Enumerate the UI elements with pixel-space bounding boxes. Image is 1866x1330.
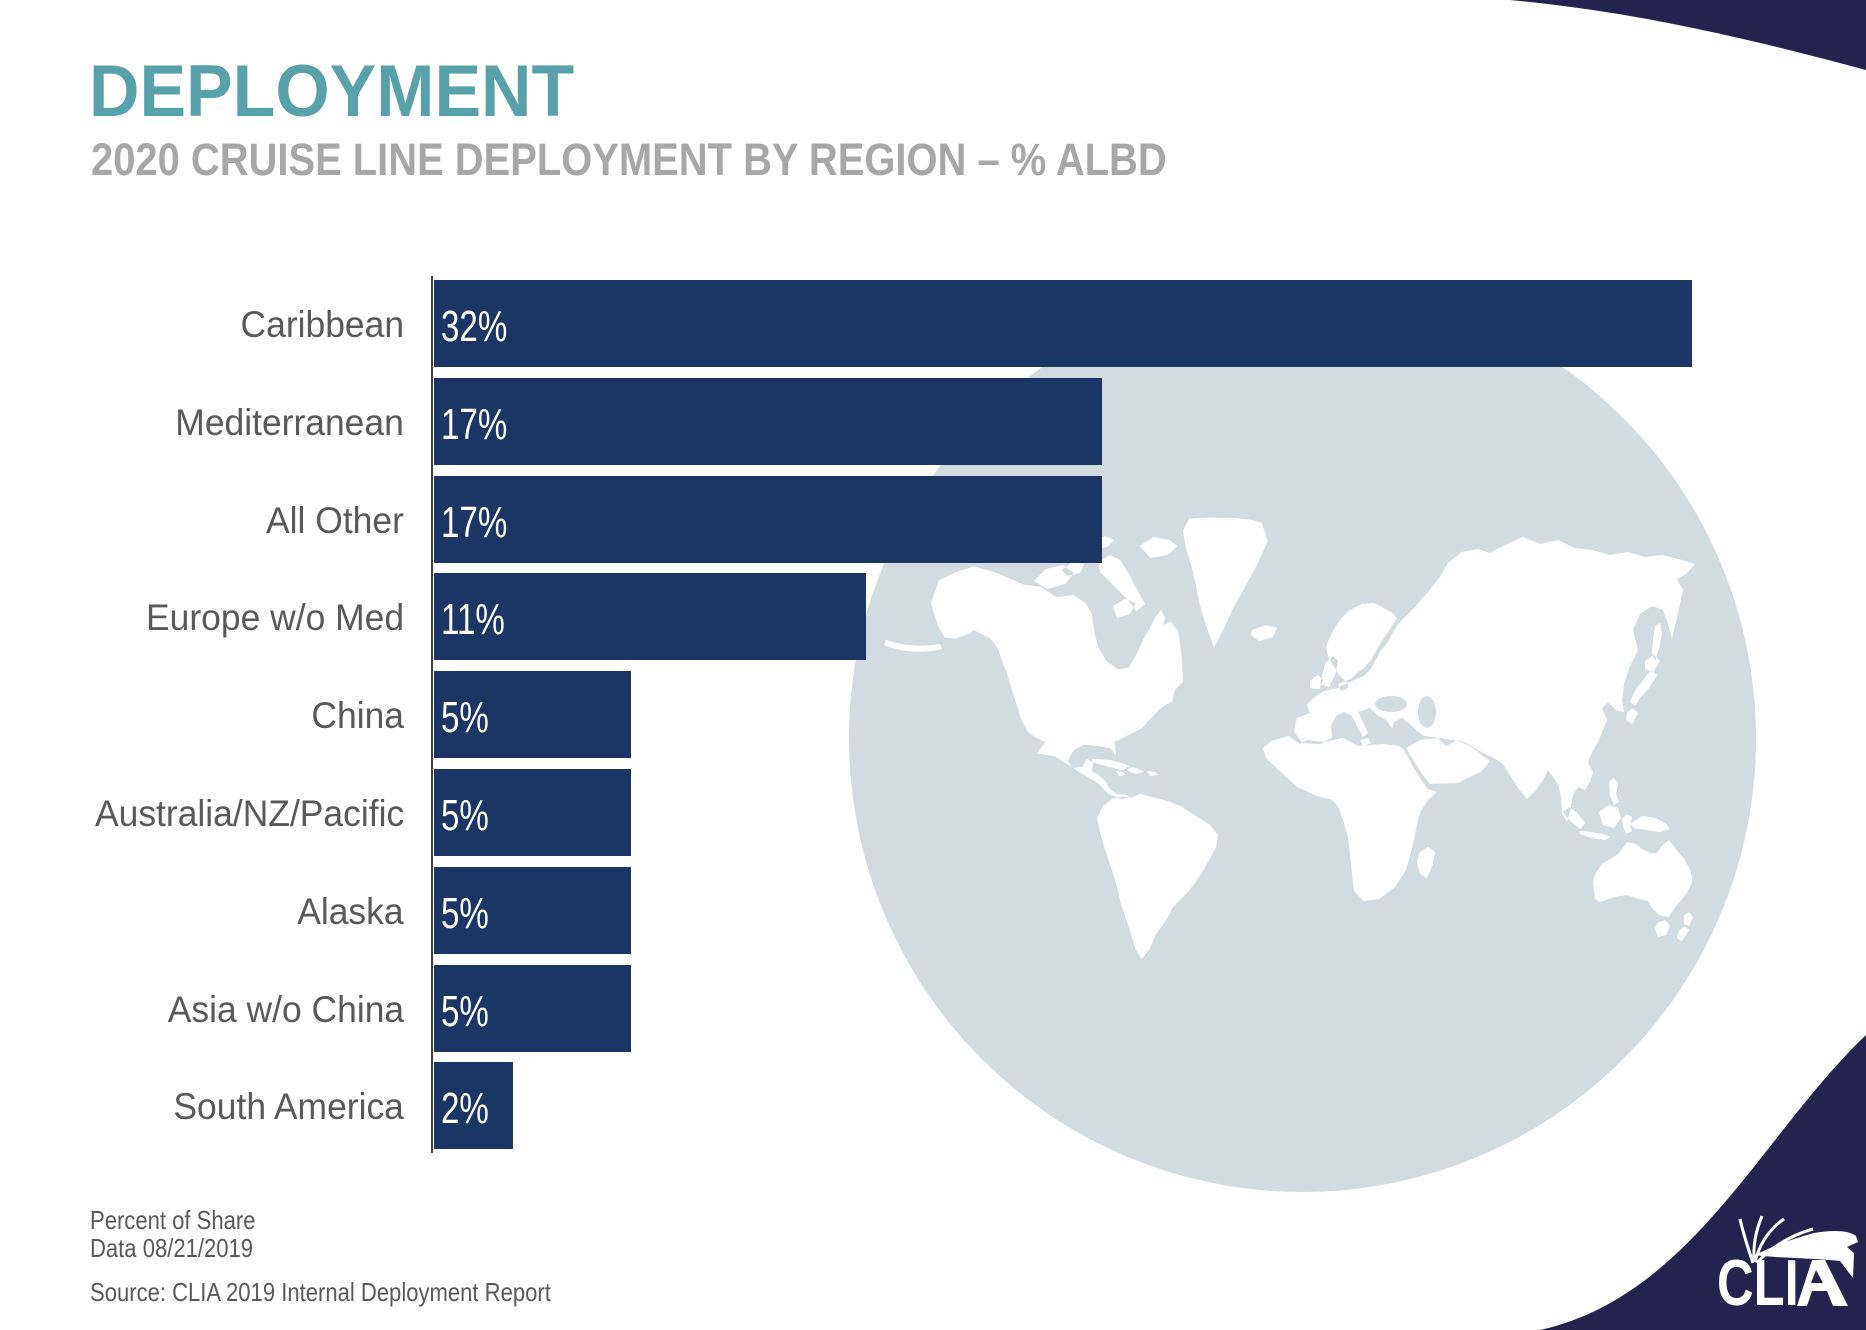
svg-text:CLI: CLI <box>1717 1247 1799 1319</box>
